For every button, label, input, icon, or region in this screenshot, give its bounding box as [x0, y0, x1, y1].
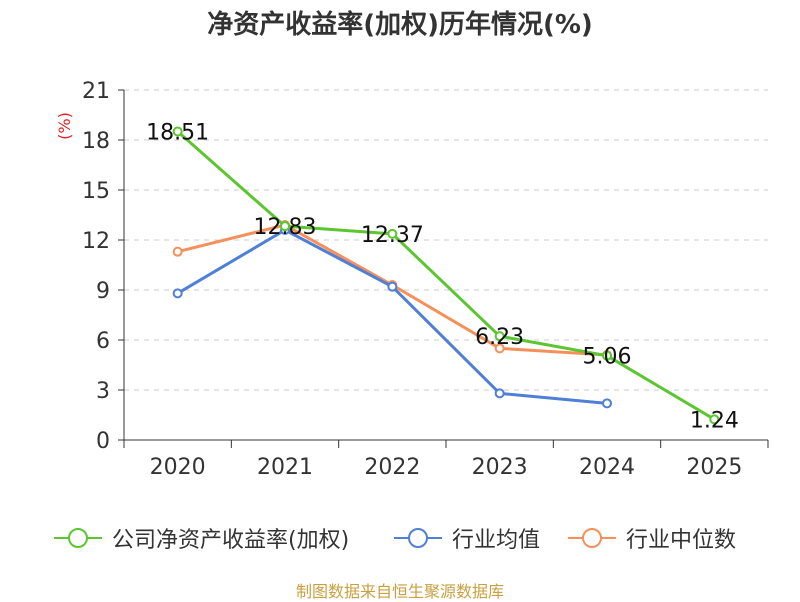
data-label: 6.23 — [475, 325, 524, 350]
data-point[interactable] — [280, 221, 290, 232]
data-point[interactable] — [602, 350, 612, 361]
x-tick-label: 2023 — [472, 455, 528, 480]
legend-item-industry-mean[interactable]: 行业均值 — [392, 518, 540, 558]
data-point[interactable] — [387, 228, 398, 239]
y-tick-label: 12 — [82, 229, 110, 254]
source-note: 制图数据来自恒生聚源数据库 — [295, 582, 504, 601]
legend-item-industry-median[interactable]: 行业中位数 — [566, 518, 736, 558]
data-point[interactable] — [172, 288, 183, 299]
legend-label-industry-median: 行业中位数 — [626, 528, 737, 553]
data-point[interactable] — [494, 388, 505, 399]
data-point[interactable] — [172, 126, 183, 137]
data-label: 1.24 — [690, 408, 739, 433]
data-point[interactable] — [172, 246, 183, 257]
y-tick-label: 6 — [96, 329, 110, 354]
y-axis-label: (%) — [55, 112, 74, 140]
legend-item-company[interactable]: 公司净资产收益率(加权) — [52, 518, 349, 558]
y-tick-label: 3 — [96, 379, 110, 404]
x-tick-label: 2020 — [150, 455, 206, 480]
x-tick-label: 2024 — [579, 455, 635, 480]
chart-title: 净资产收益率(加权)历年情况(%) — [207, 10, 593, 40]
data-point[interactable] — [387, 281, 398, 292]
data-point[interactable] — [709, 414, 720, 425]
y-tick-label: 21 — [82, 79, 110, 104]
data-label-layer: 18.51 12.83 12.37 6.23 5.06 1.24 — [146, 121, 739, 434]
x-tick-label: 2021 — [257, 455, 313, 480]
axis-layer: 0 3 6 9 12 15 18 21 2020 2021 2022 2023 2024 2025 — [82, 79, 769, 480]
y-tick-label: 0 — [96, 429, 110, 454]
x-tick-label: 2025 — [686, 455, 742, 480]
series-line — [176, 228, 608, 405]
y-tick-label: 9 — [96, 279, 110, 304]
legend-marker-industry-mean — [394, 528, 442, 548]
y-tick-label: 15 — [82, 179, 110, 204]
legend-label-company: 公司净资产收益率(加权) — [112, 528, 350, 553]
legend-marker-industry-median — [568, 528, 616, 548]
y-tick-label: 18 — [82, 129, 110, 154]
series-line — [176, 130, 716, 421]
data-label: 18.51 — [146, 121, 209, 146]
data-label: 12.83 — [254, 215, 317, 240]
legend-marker-company — [54, 528, 102, 548]
data-point[interactable] — [494, 331, 505, 342]
legend-label-industry-mean: 行业均值 — [452, 528, 541, 553]
data-point[interactable] — [494, 343, 505, 354]
x-tick-label: 2022 — [364, 455, 420, 480]
data-point[interactable] — [602, 398, 612, 409]
data-label: 5.06 — [583, 345, 632, 370]
data-label: 12.37 — [361, 223, 424, 248]
series-layer — [172, 126, 720, 425]
legend: 公司净资产收益率(加权) 行业均值 行业中位数 — [0, 518, 800, 558]
